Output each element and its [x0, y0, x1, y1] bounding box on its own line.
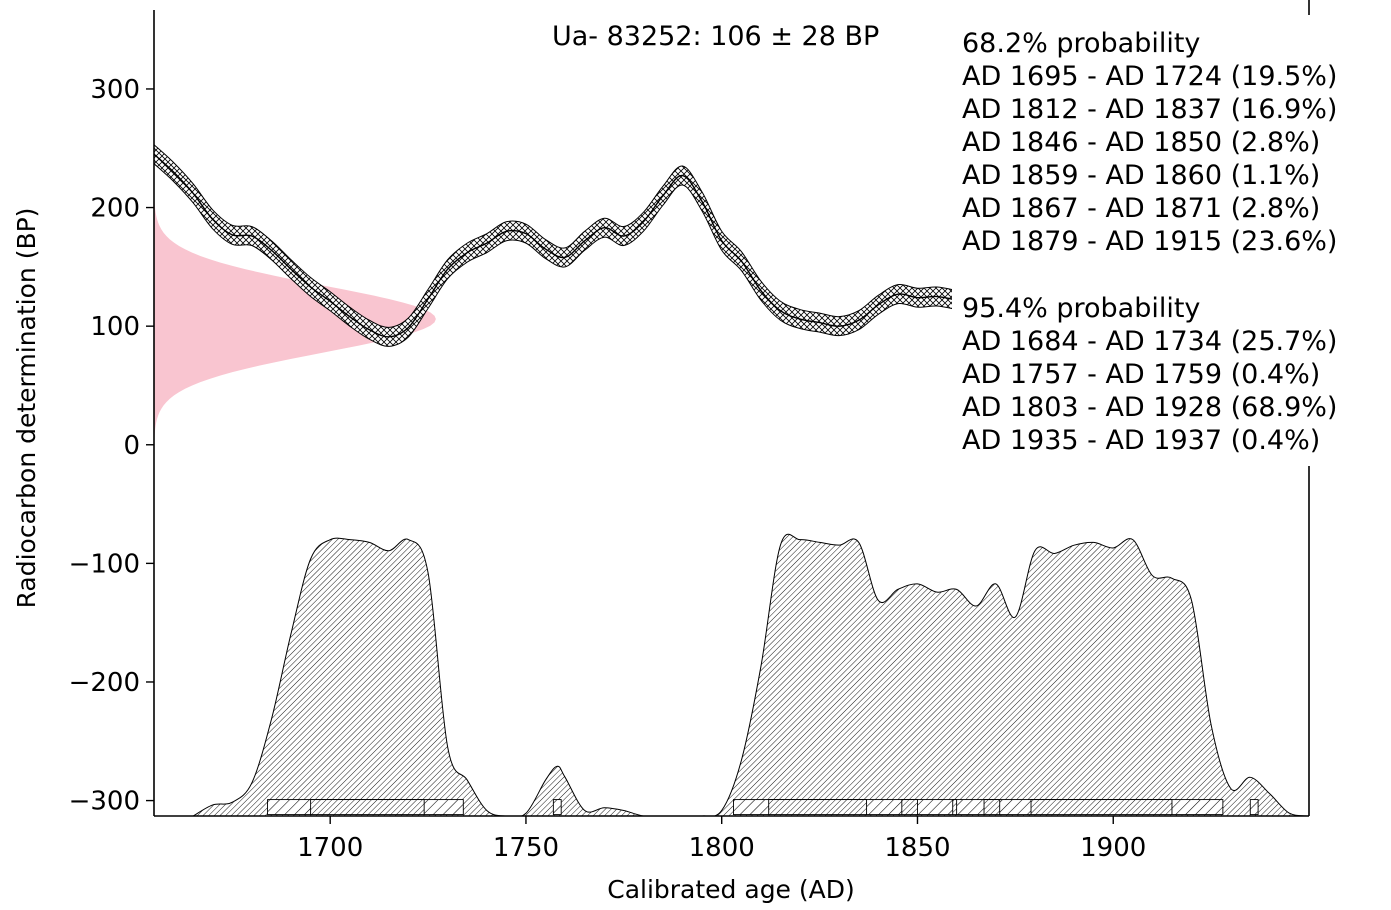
p68-range: AD 1695 - AD 1724 (19.5%): [962, 61, 1337, 92]
range-bar-68-5: [1030, 799, 1173, 816]
plot-area: [154, 144, 1309, 816]
range-bar-68-3: [952, 799, 958, 816]
p68-title: 68.2% probability: [962, 28, 1200, 59]
x-tick-label: 1900: [1080, 833, 1146, 863]
range-bar-68-1: [768, 799, 868, 816]
x-tick-label: 1800: [689, 833, 755, 863]
chart-title: Ua- 83252: 106 ± 28 BP: [552, 21, 879, 52]
y-tick-label: −200: [69, 668, 140, 698]
range-bar-68-2: [901, 799, 918, 816]
p95-range: AD 1935 - AD 1937 (0.4%): [962, 425, 1320, 456]
x-tick-label: 1750: [493, 833, 559, 863]
p95-range: AD 1757 - AD 1759 (0.4%): [962, 359, 1320, 390]
posterior-distribution: [192, 533, 1309, 816]
p68-range: AD 1846 - AD 1850 (2.8%): [962, 127, 1320, 158]
p68-range: AD 1812 - AD 1837 (16.9%): [962, 94, 1337, 125]
p68-range: AD 1867 - AD 1871 (2.8%): [962, 193, 1320, 224]
p95-range: AD 1803 - AD 1928 (68.9%): [962, 392, 1337, 423]
y-tick-label: 300: [90, 75, 140, 105]
x-tick-label: 1850: [884, 833, 950, 863]
y-axis-label: Radiocarbon determination (BP): [12, 208, 41, 609]
calibration-curve-line: [154, 153, 957, 338]
y-tick-label: 0: [123, 431, 140, 461]
y-tick-label: −300: [69, 787, 140, 817]
y-tick-label: −100: [69, 549, 140, 579]
probability-annotation: 68.2% probability AD 1695 - AD 1724 (19.…: [952, 18, 1382, 466]
range-bar-68-4: [983, 799, 1001, 816]
p68-range: AD 1879 - AD 1915 (23.6%): [962, 226, 1337, 257]
x-axis-label: Calibrated age (AD): [607, 875, 855, 904]
x-tick-label: 1700: [297, 833, 363, 863]
range-bar-68-0: [310, 799, 425, 816]
range-bar-95-3: [1249, 799, 1259, 816]
p95-title: 95.4% probability: [962, 293, 1200, 324]
axes: 1700 1750 1800 1850 1900 300 200 100 0 −100 −200 −3…: [69, 0, 1310, 863]
y-tick-label: 200: [90, 194, 140, 224]
measurement-distribution: [154, 186, 436, 452]
p95-range: AD 1684 - AD 1734 (25.7%): [962, 326, 1337, 357]
y-tick-label: 100: [90, 312, 140, 342]
range-bar-95-1: [552, 799, 562, 816]
p68-range: AD 1859 - AD 1860 (1.1%): [962, 160, 1320, 191]
